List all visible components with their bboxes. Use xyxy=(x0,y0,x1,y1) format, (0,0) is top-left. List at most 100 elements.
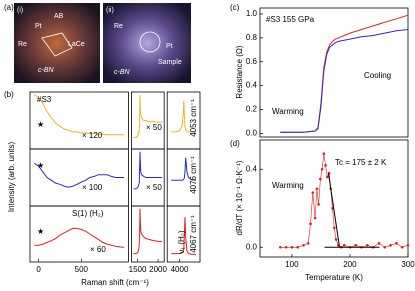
y-tick-label: 0.0 xyxy=(246,129,258,138)
annotation: 4053 cm⁻¹ xyxy=(189,99,198,137)
y-tick-label: 0.4 xyxy=(246,81,258,90)
x-tick-label: 200 xyxy=(343,260,357,269)
photo-text: Pt xyxy=(166,43,173,50)
photo-text: c-BN xyxy=(38,67,55,74)
data-point xyxy=(284,245,288,249)
annotation: × 60 xyxy=(90,245,106,254)
photo-text: LaCe xyxy=(68,41,85,48)
data-point xyxy=(319,177,322,181)
annotation: ★ xyxy=(37,227,44,236)
annotation: × 50 xyxy=(146,123,162,132)
data-line xyxy=(34,94,196,139)
photo-image xyxy=(14,3,100,83)
photo-text: Re xyxy=(114,23,123,30)
x-axis-label: Raman shift (cm⁻¹) xyxy=(81,278,149,287)
photo-text: Re xyxy=(18,41,27,48)
data-point xyxy=(290,245,294,249)
plot-frame xyxy=(259,7,409,138)
tangent-line xyxy=(327,173,341,248)
photo-text: Pt xyxy=(35,23,42,30)
data-point xyxy=(313,216,317,220)
data-point xyxy=(383,245,387,249)
annotation: × 100 xyxy=(82,183,103,192)
data-point xyxy=(320,167,324,171)
panel-label: (b) xyxy=(4,90,14,99)
x-tick-label: 0 xyxy=(36,265,41,274)
y-tick-label: 0.4 xyxy=(246,164,258,173)
data-line xyxy=(280,153,409,248)
data-point xyxy=(400,245,404,249)
y-axis-label: Intensity (arb. units) xyxy=(7,142,16,213)
series-label: Cooling xyxy=(364,71,391,80)
data-point xyxy=(406,244,410,247)
data-point xyxy=(306,242,310,245)
photo-text: Sample xyxy=(158,59,182,66)
data-point xyxy=(279,245,282,249)
annotation: × 120 xyxy=(82,131,103,140)
data-point xyxy=(354,244,358,247)
data-point xyxy=(326,175,329,179)
y-tick-label: 0.2 xyxy=(246,105,258,114)
photo: (i) Pt AB Re LaCe c-BN xyxy=(14,3,100,83)
plot-frame xyxy=(130,205,165,263)
data-point xyxy=(366,244,369,247)
data-point xyxy=(395,242,398,245)
y-tick-label: 0.6 xyxy=(246,57,258,66)
annotation: ★ xyxy=(37,161,44,170)
data-point xyxy=(324,164,327,167)
photo-text: AB xyxy=(54,13,64,20)
series-label: Warming xyxy=(272,107,304,116)
plot-frame xyxy=(166,205,201,263)
plot-frame xyxy=(29,205,129,263)
panel-label: (d) xyxy=(230,139,240,148)
annotation: × 50 xyxy=(146,183,162,192)
y-axis-label: Resistance (Ω) xyxy=(235,45,244,98)
plot-frame xyxy=(130,91,165,150)
data-line xyxy=(280,29,409,133)
annotation: 4076 cm⁻¹ xyxy=(189,156,198,194)
photo: (ii) Re Pt c-BN Sample xyxy=(103,3,191,83)
x-tick-label: 4000 xyxy=(171,265,189,274)
annotation: 4067 cm⁻¹ xyxy=(189,215,198,253)
data-point xyxy=(309,222,312,226)
annotation: Tc = 175 ± 2 K xyxy=(335,158,387,167)
chart-title: #S3 155 GPa xyxy=(266,15,315,24)
photo-label: (ii) xyxy=(106,7,114,14)
x-tick-label: 2000 xyxy=(149,265,167,274)
annotation: #S3 xyxy=(37,95,52,104)
photo-image xyxy=(103,3,191,83)
data-line xyxy=(34,208,196,256)
plot-frame xyxy=(259,139,409,258)
data-point xyxy=(311,191,315,194)
panel-label: (c) xyxy=(230,3,240,12)
data-point xyxy=(315,187,319,191)
data-point xyxy=(332,226,336,230)
data-point xyxy=(377,242,381,245)
x-tick-label: 1500 xyxy=(129,265,147,274)
x-tick-label: 100 xyxy=(285,260,299,269)
y-axis-label: dR/dT (× 10⁻¹ Ω·K⁻¹) xyxy=(235,160,244,235)
x-tick-label: 300 xyxy=(401,260,415,269)
panel-label: (a) xyxy=(4,3,14,12)
outline xyxy=(139,31,161,53)
data-point xyxy=(334,238,338,241)
annotation: S(1) (H₂) xyxy=(72,209,104,218)
annotation: ν₁ (H₂) xyxy=(177,230,186,253)
data-point xyxy=(322,152,326,155)
data-point xyxy=(389,244,392,247)
outline xyxy=(41,32,73,57)
data-line xyxy=(34,151,196,190)
y-tick-label: 1.0 xyxy=(246,9,258,18)
data-point xyxy=(317,203,320,206)
y-tick-label: 0.0 xyxy=(246,242,258,251)
annotation: ★ xyxy=(37,120,44,129)
series-label: Warming xyxy=(272,181,304,190)
data-point xyxy=(302,244,305,247)
data-point xyxy=(342,244,346,247)
x-tick-label: 500 xyxy=(75,265,89,274)
photo-label: (i) xyxy=(17,7,23,14)
data-point xyxy=(296,245,300,249)
y-tick-label: 0.8 xyxy=(246,33,258,42)
photo-text: c-BN xyxy=(114,69,131,76)
